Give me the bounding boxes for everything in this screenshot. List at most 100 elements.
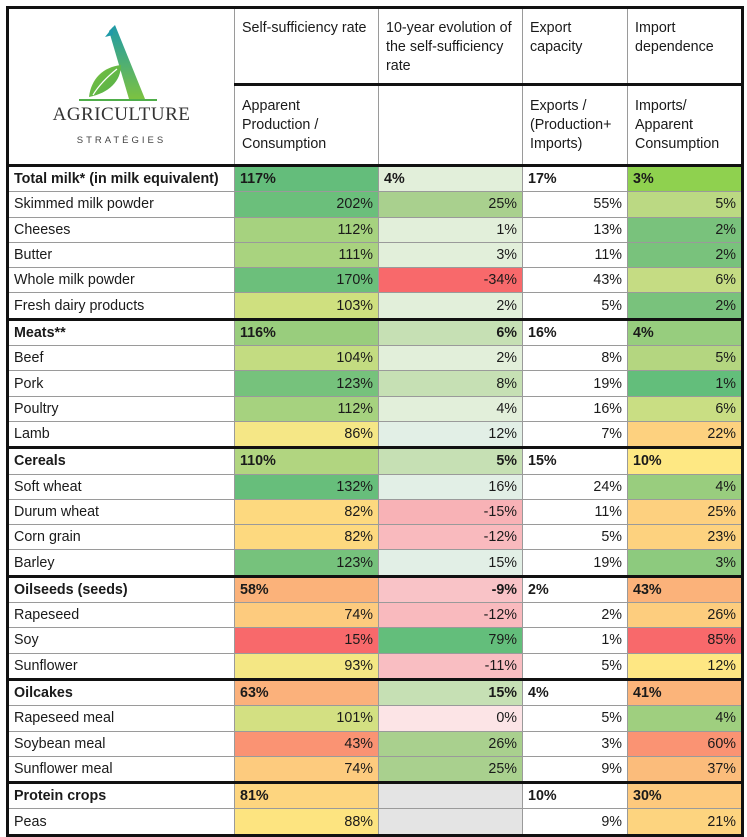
table-row: Peas 88% 9% 21% bbox=[7, 808, 743, 836]
export-capacity-cell: 2% bbox=[522, 602, 628, 629]
evolution-cell: -15% bbox=[378, 498, 523, 526]
table-row: Rapeseed meal 101% 0% 5% 4% bbox=[7, 705, 743, 732]
table-row: Corn grain 82% -12% 5% 23% bbox=[7, 524, 743, 551]
export-capacity-cell: 5% bbox=[522, 524, 628, 551]
product-name: Sunflower bbox=[7, 652, 235, 680]
import-dependence-cell: 26% bbox=[627, 602, 743, 629]
evolution-cell: -12% bbox=[378, 602, 523, 629]
self-sufficiency-cell: 82% bbox=[234, 524, 379, 551]
table-row: Soft wheat 132% 16% 24% 4% bbox=[7, 473, 743, 500]
export-capacity-cell: 5% bbox=[522, 652, 628, 680]
table-row: Barley 123% 15% 19% 3% bbox=[7, 549, 743, 577]
self-sufficiency-cell: 74% bbox=[234, 755, 379, 784]
export-capacity-cell: 19% bbox=[522, 370, 628, 397]
product-name: Peas bbox=[7, 808, 235, 836]
group-name: Oilseeds (seeds) bbox=[7, 574, 235, 604]
group-row: Protein crops 81% 10% 30% bbox=[7, 781, 743, 810]
table-row: Poultry 112% 4% 16% 6% bbox=[7, 395, 743, 422]
group-export-capacity-cell: 2% bbox=[522, 574, 628, 604]
product-name: Soft wheat bbox=[7, 473, 235, 500]
group-evolution-cell: -9% bbox=[378, 574, 523, 604]
evolution-cell: 16% bbox=[378, 473, 523, 500]
product-name: Rapeseed bbox=[7, 602, 235, 629]
export-capacity-cell: 43% bbox=[522, 267, 628, 294]
header-row-titles: AGRICULTURE STRATÉGIES Self-sufficiency … bbox=[7, 7, 743, 166]
evolution-cell: 15% bbox=[378, 549, 523, 577]
group-export-capacity-cell: 15% bbox=[522, 446, 628, 475]
import-dependence-cell: 2% bbox=[627, 241, 743, 269]
self-sufficiency-cell: 88% bbox=[234, 808, 379, 836]
product-name: Soy bbox=[7, 627, 235, 654]
table-row: Beef 104% 2% 8% 5% bbox=[7, 345, 743, 372]
product-name: Butter bbox=[7, 241, 235, 269]
evolution-cell bbox=[378, 808, 523, 836]
export-capacity-cell: 5% bbox=[522, 705, 628, 732]
export-capacity-cell: 7% bbox=[522, 420, 628, 449]
product-name: Sunflower meal bbox=[7, 755, 235, 784]
export-capacity-cell: 19% bbox=[522, 549, 628, 577]
group-name: Oilcakes bbox=[7, 677, 235, 707]
export-capacity-cell: 3% bbox=[522, 730, 628, 757]
product-name: Whole milk powder bbox=[7, 267, 235, 294]
evolution-cell: 1% bbox=[378, 216, 523, 243]
group-name: Meats** bbox=[7, 317, 235, 347]
self-sufficiency-cell: 93% bbox=[234, 652, 379, 680]
group-export-capacity-cell: 16% bbox=[522, 317, 628, 347]
logo-title: AGRICULTURE bbox=[52, 103, 191, 125]
product-name: Cheeses bbox=[7, 216, 235, 243]
header-row-formulas: Apparent Production / Consumption Export… bbox=[8, 83, 743, 166]
product-name: Barley bbox=[7, 549, 235, 577]
import-dependence-cell: 1% bbox=[627, 370, 743, 397]
group-name: Protein crops bbox=[7, 781, 235, 810]
evolution-cell: 2% bbox=[378, 292, 523, 320]
table-row: Soy 15% 79% 1% 85% bbox=[7, 627, 743, 654]
evolution-cell: 2% bbox=[378, 345, 523, 372]
group-evolution-cell bbox=[378, 781, 523, 810]
self-sufficiency-cell: 74% bbox=[234, 602, 379, 629]
self-sufficiency-cell: 123% bbox=[234, 549, 379, 577]
group-row: Cereals 110% 5% 15% 10% bbox=[7, 446, 743, 475]
export-capacity-cell: 11% bbox=[522, 241, 628, 269]
header-export-capacity: Export capacity bbox=[522, 7, 628, 85]
subheader-self-sufficiency: Apparent Production / Consumption bbox=[234, 83, 379, 166]
import-dependence-cell: 23% bbox=[627, 524, 743, 551]
group-row: Meats** 116% 6% 16% 4% bbox=[7, 317, 743, 347]
product-name: Rapeseed meal bbox=[7, 705, 235, 732]
product-name: Pork bbox=[7, 370, 235, 397]
table-row: Whole milk powder 170% -34% 43% 6% bbox=[7, 267, 743, 294]
group-self-sufficiency-cell: 81% bbox=[234, 781, 379, 810]
group-import-dependence-cell: 3% bbox=[627, 163, 743, 193]
product-name: Corn grain bbox=[7, 524, 235, 551]
self-sufficiency-cell: 43% bbox=[234, 730, 379, 757]
self-sufficiency-cell: 103% bbox=[234, 292, 379, 320]
group-self-sufficiency-cell: 58% bbox=[234, 574, 379, 604]
table-row: Skimmed milk powder 202% 25% 55% 5% bbox=[7, 191, 743, 218]
group-evolution-cell: 4% bbox=[378, 163, 523, 193]
self-sufficiency-table: AGRICULTURE STRATÉGIES Self-sufficiency … bbox=[6, 6, 744, 837]
export-capacity-cell: 9% bbox=[522, 755, 628, 784]
product-name: Beef bbox=[7, 345, 235, 372]
table-row: Soybean meal 43% 26% 3% 60% bbox=[7, 730, 743, 757]
evolution-cell: 26% bbox=[378, 730, 523, 757]
import-dependence-cell: 60% bbox=[627, 730, 743, 757]
group-self-sufficiency-cell: 116% bbox=[234, 317, 379, 347]
import-dependence-cell: 4% bbox=[627, 705, 743, 732]
logo-subtitle: STRATÉGIES bbox=[76, 134, 167, 146]
import-dependence-cell: 22% bbox=[627, 420, 743, 449]
evolution-cell: 4% bbox=[378, 395, 523, 422]
product-name: Skimmed milk powder bbox=[7, 191, 235, 218]
import-dependence-cell: 5% bbox=[627, 345, 743, 372]
subheader-import-dependence: Imports/ Apparent Consumption bbox=[627, 83, 743, 166]
product-name: Durum wheat bbox=[7, 498, 235, 526]
group-self-sufficiency-cell: 117% bbox=[234, 163, 379, 193]
evolution-cell: 79% bbox=[378, 627, 523, 654]
group-evolution-cell: 6% bbox=[378, 317, 523, 347]
self-sufficiency-cell: 101% bbox=[234, 705, 379, 732]
evolution-cell: 25% bbox=[378, 191, 523, 218]
self-sufficiency-cell: 202% bbox=[234, 191, 379, 218]
export-capacity-cell: 1% bbox=[522, 627, 628, 654]
import-dependence-cell: 37% bbox=[627, 755, 743, 784]
table-row: Lamb 86% 12% 7% 22% bbox=[7, 420, 743, 449]
import-dependence-cell: 85% bbox=[627, 627, 743, 654]
product-name: Fresh dairy products bbox=[7, 292, 235, 320]
